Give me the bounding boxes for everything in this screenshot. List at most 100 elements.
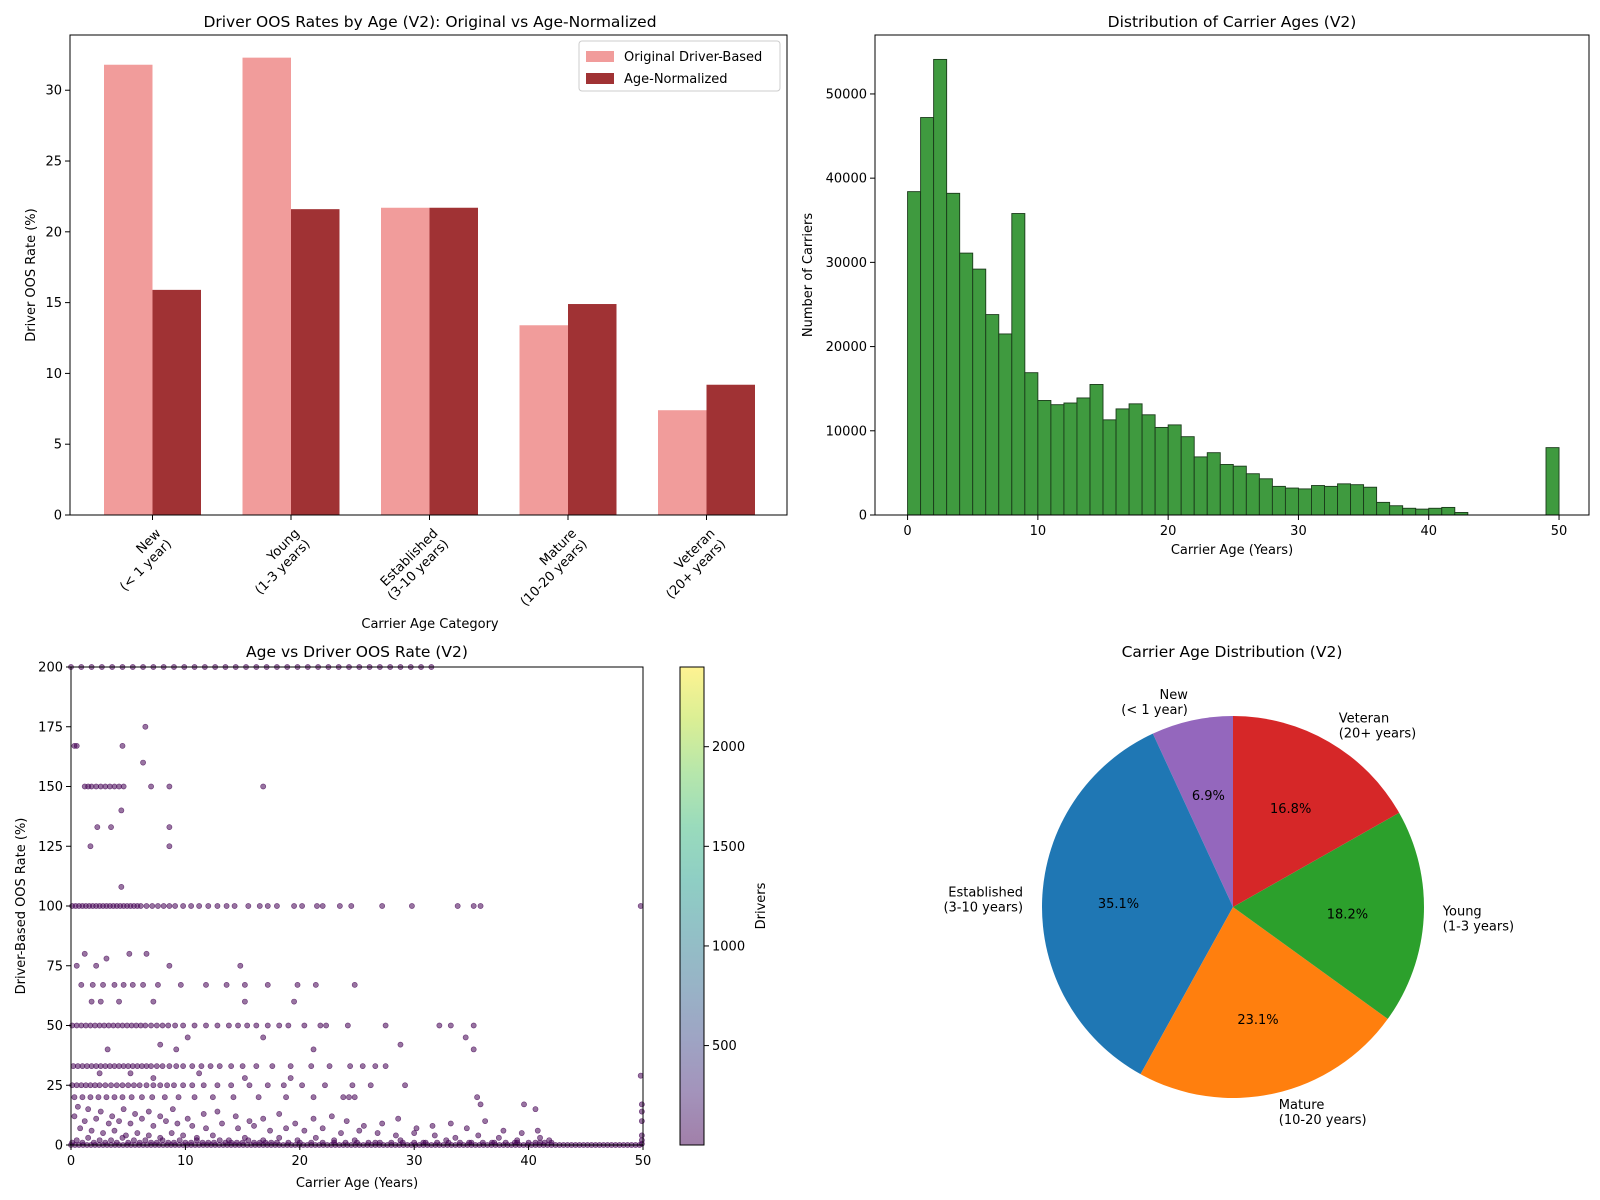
scatter-point: [294, 981, 301, 988]
scatter-point: [470, 1046, 477, 1053]
histogram-bar-33: [1337, 483, 1352, 516]
scatter-point: [276, 1022, 283, 1029]
scatter-point: [283, 1125, 289, 1132]
y-tick-label: 15: [45, 296, 62, 311]
scatter-point: [237, 962, 244, 969]
scatter-point: [104, 1046, 111, 1053]
scatter-point: [171, 1082, 177, 1089]
scatter-point: [166, 824, 173, 831]
scatter-point: [180, 1082, 187, 1089]
scatter-point: [344, 1022, 351, 1029]
scatter-point: [150, 1082, 157, 1089]
scatter-point: [447, 1120, 454, 1127]
scatter-point: [638, 1101, 645, 1108]
histogram-bar-3: [946, 192, 961, 516]
scatter-point: [422, 1139, 429, 1146]
y-tick-label: 0: [54, 509, 62, 524]
scatter-point: [638, 1108, 645, 1115]
scatter-point: [188, 1139, 195, 1146]
scatter-point: [127, 1120, 134, 1127]
scatter-point: [312, 981, 319, 988]
label-line: (10-20 years): [1279, 1113, 1367, 1128]
scatter-point: [71, 1094, 78, 1101]
scatter-point: [260, 783, 267, 790]
pie-category-label-2: Mature (10-20 years): [1279, 1098, 1367, 1128]
scatter-point: [203, 1022, 209, 1029]
histogram-bar-22: [1193, 456, 1208, 516]
x-tick-label-0: New(< 1 year): [117, 526, 175, 595]
bar-normalized-4: [706, 384, 755, 515]
histogram-bar-35: [1363, 486, 1378, 516]
y-tick-label: 175: [38, 720, 63, 735]
oos-rate-bar-chart: Driver OOS Rates by Age (V2): Original v…: [24, 13, 788, 632]
scatter-point: [256, 903, 263, 909]
scatter-point: [367, 1082, 374, 1089]
histogram-y-axis-label: Number of Carriers: [801, 213, 816, 337]
scatter-point: [125, 1082, 132, 1089]
scatter-point: [235, 1022, 241, 1029]
scatter-point: [239, 1139, 246, 1146]
scatter-point: [188, 903, 195, 909]
scatter-point: [235, 1125, 241, 1132]
scatter-point: [260, 1115, 267, 1122]
scatter-point: [71, 1113, 78, 1120]
scatter-point: [108, 824, 114, 831]
scatter-point: [205, 903, 212, 909]
x-tick-label: 0: [67, 1154, 75, 1169]
histogram-bar-15: [1102, 419, 1117, 516]
scatter-point: [274, 903, 280, 909]
scatter-point: [209, 1094, 216, 1101]
carrier-age-histogram: Distribution of Carrier Ages (V2) 0 10 20 3…: [801, 13, 1590, 558]
scatter-point: [231, 903, 238, 909]
scatter-point: [342, 1139, 349, 1146]
label-line: (< 1 year): [1121, 703, 1188, 718]
scatter-point: [155, 981, 161, 988]
scatter-point: [142, 1022, 149, 1029]
scatter-point: [264, 1082, 271, 1089]
pie-slice-2: [1140, 907, 1388, 1098]
scatter-point: [241, 998, 248, 1005]
scatter-point: [153, 1063, 160, 1070]
scatter-point: [166, 903, 173, 909]
scatter-point: [343, 1118, 350, 1124]
scatter-point: [94, 824, 101, 831]
scatter-point: [518, 1130, 525, 1136]
scatter-point: [189, 1082, 196, 1089]
scatter-point: [310, 1094, 317, 1101]
scatter-point: [287, 1075, 294, 1081]
scatter-point: [638, 1118, 645, 1124]
scatter-point: [251, 1139, 257, 1146]
colorbar-tick-label: 1500: [712, 840, 745, 855]
scatter-point: [176, 1137, 183, 1144]
scatter-point: [463, 1125, 470, 1132]
scatter-point: [180, 1063, 187, 1070]
scatter-point: [348, 903, 355, 909]
scatter-point: [482, 1118, 489, 1124]
scatter-point: [165, 1022, 172, 1029]
scatter-point: [145, 1132, 152, 1139]
scatter-point: [395, 1115, 402, 1122]
age-vs-oos-scatter: Age vs Driver OOS Rate (V2) 0 10 20 30 40 500…: [14, 643, 769, 1191]
scatter-point: [475, 1132, 482, 1139]
x-tick-label-2: Established(3-10 years): [378, 526, 452, 603]
scatter-point: [149, 903, 156, 909]
scatter-point: [392, 1132, 399, 1139]
scatter-point: [85, 1106, 92, 1113]
scatter-point: [514, 1139, 521, 1146]
scatter-point: [340, 1094, 347, 1101]
scatter-point: [78, 981, 85, 988]
histogram-bar-39: [1415, 508, 1430, 516]
y-tick-label: 100: [38, 900, 63, 915]
histogram-bar-34: [1350, 484, 1365, 516]
scatter-point: [331, 1139, 338, 1146]
y-tick-label: 20000: [826, 340, 867, 355]
scatter-point: [191, 1094, 198, 1101]
scatter-point: [148, 1139, 154, 1146]
histogram-bar-14: [1089, 384, 1104, 516]
bar-chart-legend: Original Driver-Based Age-Normalized: [578, 40, 781, 92]
scatter-point: [216, 1137, 223, 1144]
scatter-point: [537, 1134, 543, 1141]
scatter-point: [149, 1094, 156, 1101]
pie-pct-label-4: 16.8%: [1270, 802, 1311, 817]
y-tick-label: 20: [45, 225, 62, 240]
